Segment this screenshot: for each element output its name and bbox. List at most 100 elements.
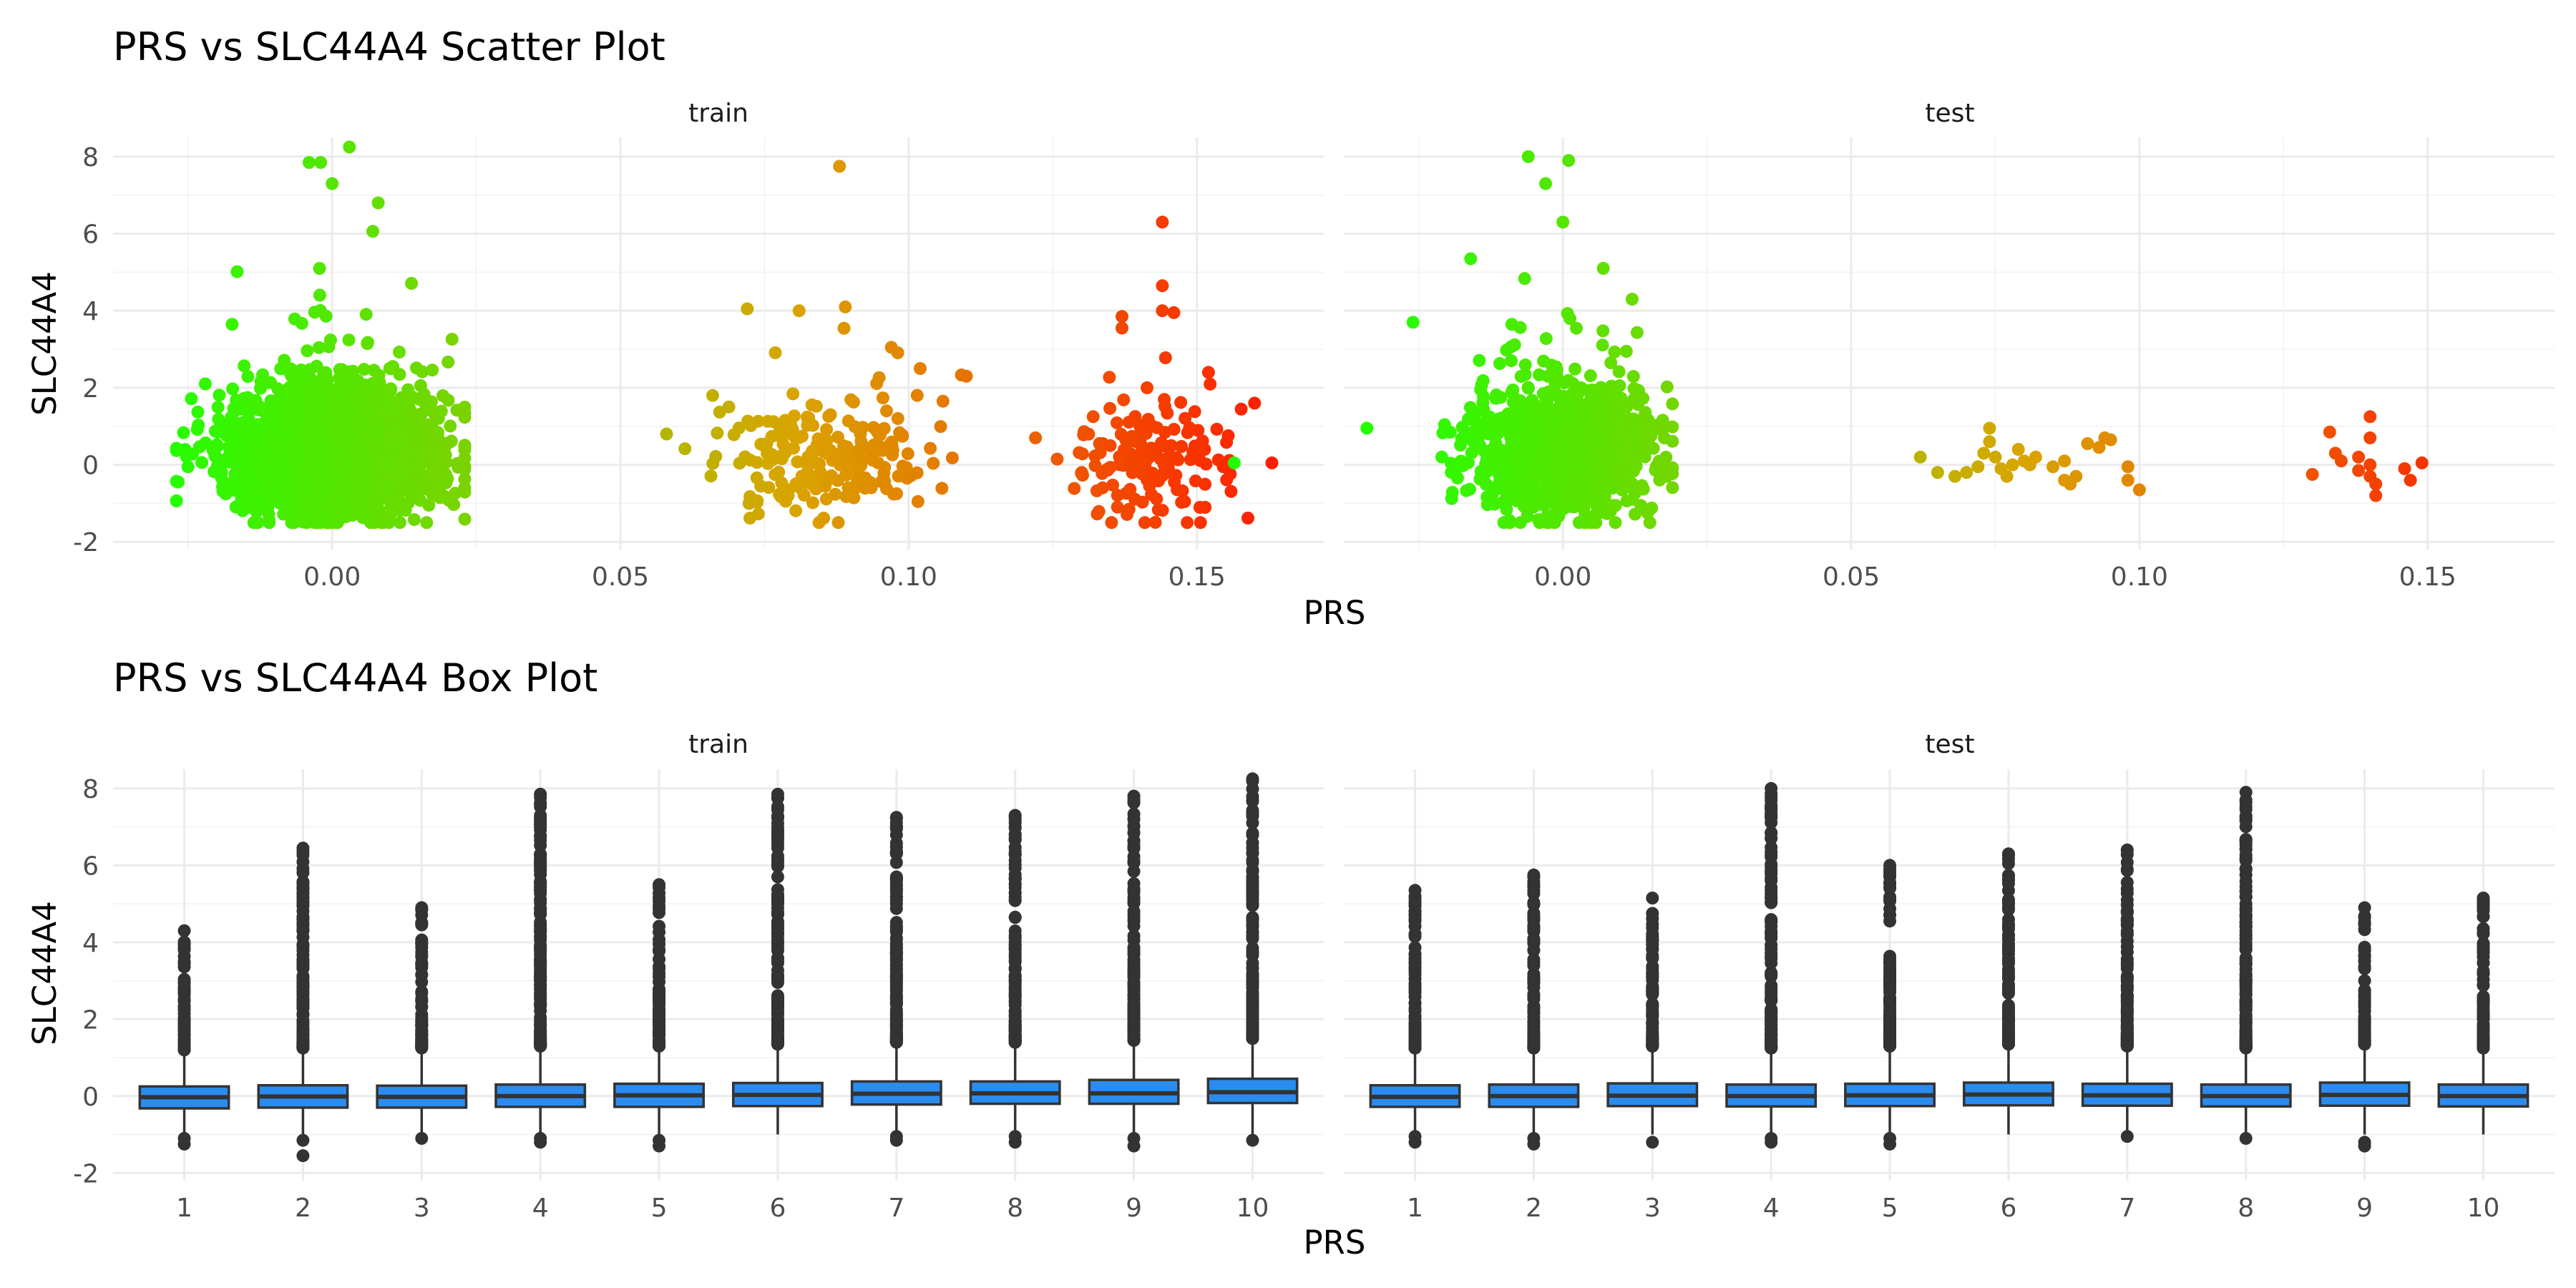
scatter-point (195, 456, 209, 469)
scatter-point (2306, 468, 2319, 481)
scatter-point (351, 374, 365, 388)
scatter-point (1134, 438, 1148, 452)
scatter-point (441, 394, 455, 407)
scatter-point (391, 457, 404, 470)
scatter-point (402, 452, 416, 466)
scatter-point (341, 439, 355, 453)
scatter-point (377, 479, 391, 493)
scatter-point (1156, 279, 1169, 293)
scatter-point (397, 436, 411, 449)
scatter-point (1449, 459, 1463, 472)
scatter-point (910, 389, 924, 402)
scatter-point (1576, 469, 1589, 482)
scatter-point (1450, 472, 1464, 484)
scatter-point (229, 500, 243, 514)
scatter-point (301, 344, 314, 358)
scatter-point (379, 458, 392, 471)
scatter-point (1577, 411, 1590, 424)
scatter-point (409, 361, 423, 375)
scatter-point (761, 457, 774, 470)
scatter-point (1619, 345, 1633, 358)
scatter-point (1601, 481, 1615, 494)
scatter-point (365, 381, 379, 395)
scatter-point (384, 493, 397, 507)
scatter-point (1068, 482, 1081, 495)
scatter-point (1521, 434, 1535, 448)
scatter-point (914, 362, 927, 375)
scatter-point (1626, 370, 1640, 384)
scatter-point (841, 459, 854, 473)
scatter-point (1224, 484, 1238, 498)
scatter-x-tick-label: 0.05 (1823, 562, 1880, 592)
scatter-point (1150, 492, 1163, 506)
scatter-point (1614, 426, 1628, 439)
box-facet-label-test: test (1925, 730, 1974, 759)
scatter-point (732, 421, 746, 435)
scatter-point (251, 516, 264, 530)
scatter-point (936, 394, 950, 408)
scatter-point (2369, 477, 2383, 491)
scatter-point (751, 507, 765, 521)
box-plot-title: PRS vs SLC44A4 Box Plot (113, 655, 597, 701)
scatter-point (1077, 428, 1091, 441)
scatter-point (1541, 444, 1555, 457)
scatter-point (1117, 393, 1131, 406)
scatter-point (806, 478, 819, 492)
scatter-point (2000, 469, 2014, 483)
scatter-point (429, 412, 443, 425)
scatter-point (1521, 381, 1535, 394)
scatter-point (1559, 395, 1573, 409)
scatter-point (1571, 394, 1584, 407)
scatter-point (1406, 316, 1420, 329)
scatter-point (1619, 465, 1632, 478)
scatter-point (393, 516, 406, 530)
scatter-point (223, 480, 237, 493)
scatter-point (1563, 423, 1576, 436)
scatter-point (288, 312, 301, 326)
scatter-point (1590, 477, 1603, 491)
scatter-point (300, 373, 313, 386)
scatter-point (399, 504, 412, 517)
scatter-point (358, 477, 372, 491)
scatter-point (225, 318, 239, 331)
scatter-point (1103, 439, 1117, 452)
scatter-point (358, 511, 371, 525)
scatter-point (1495, 444, 1508, 457)
scatter-point (872, 428, 886, 441)
scatter-point (678, 442, 692, 456)
scatter-point (1539, 177, 1552, 190)
scatter-point (1156, 304, 1169, 318)
scatter-point (1086, 410, 1100, 424)
scatter-point (1188, 405, 1201, 419)
scatter-point (711, 426, 724, 440)
scatter-point (1643, 516, 1657, 530)
scatter-point (277, 489, 291, 503)
scatter-point (342, 333, 356, 347)
scatter-point (2132, 483, 2146, 497)
scatter-point (1360, 421, 1374, 435)
scatter-point (384, 384, 397, 398)
scatter-point (190, 423, 204, 436)
scatter-point (1148, 516, 1162, 529)
scatter-point (441, 356, 455, 369)
scatter-panel-test (1227, 137, 2555, 550)
scatter-point (789, 504, 803, 517)
scatter-point (1119, 487, 1133, 500)
scatter-point (326, 177, 339, 190)
scatter-point (1539, 511, 1553, 525)
scatter-point (866, 452, 879, 466)
scatter-point (876, 391, 889, 405)
scatter-point (1931, 466, 1944, 479)
scatter-point (338, 411, 351, 425)
scatter-point (1454, 439, 1467, 452)
scatter-point (346, 389, 359, 402)
scatter-point (741, 302, 754, 316)
scatter-point (313, 262, 326, 275)
scatter-point (1189, 474, 1202, 488)
scatter-point (263, 516, 276, 530)
scatter-point (910, 466, 924, 479)
scatter-point (859, 482, 872, 495)
scatter-point (2404, 474, 2417, 487)
scatter-point (924, 441, 937, 455)
